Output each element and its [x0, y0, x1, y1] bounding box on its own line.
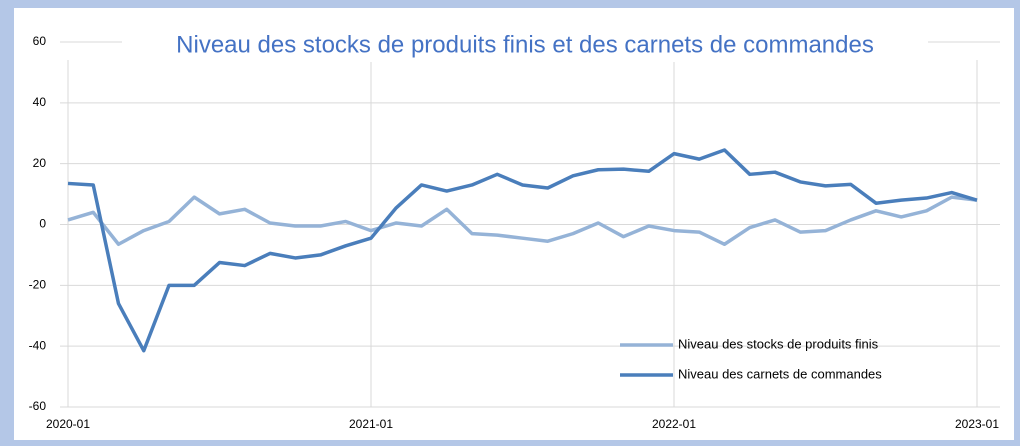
title-background — [122, 28, 928, 62]
y-tick-label: -40 — [29, 338, 47, 352]
x-tick-label: 2020-01 — [46, 417, 90, 431]
x-tick-label: 2023-01 — [955, 417, 999, 431]
y-tick-label: -60 — [29, 399, 47, 413]
y-tick-label: 60 — [33, 34, 47, 48]
legend-label: Niveau des stocks de produits finis — [678, 336, 879, 351]
y-tick-label: 20 — [33, 156, 47, 170]
x-tick-label: 2021-01 — [349, 417, 393, 431]
series-line — [67, 195, 978, 247]
series-line — [67, 148, 978, 353]
x-tick-label: 2022-01 — [652, 417, 696, 431]
y-tick-label: 0 — [39, 217, 46, 231]
y-tick-label: -20 — [29, 278, 47, 292]
legend-label: Niveau des carnets de commandes — [678, 366, 882, 381]
y-tick-label: 40 — [33, 95, 47, 109]
chart-title: Niveau des stocks de produits finis et d… — [176, 31, 874, 58]
